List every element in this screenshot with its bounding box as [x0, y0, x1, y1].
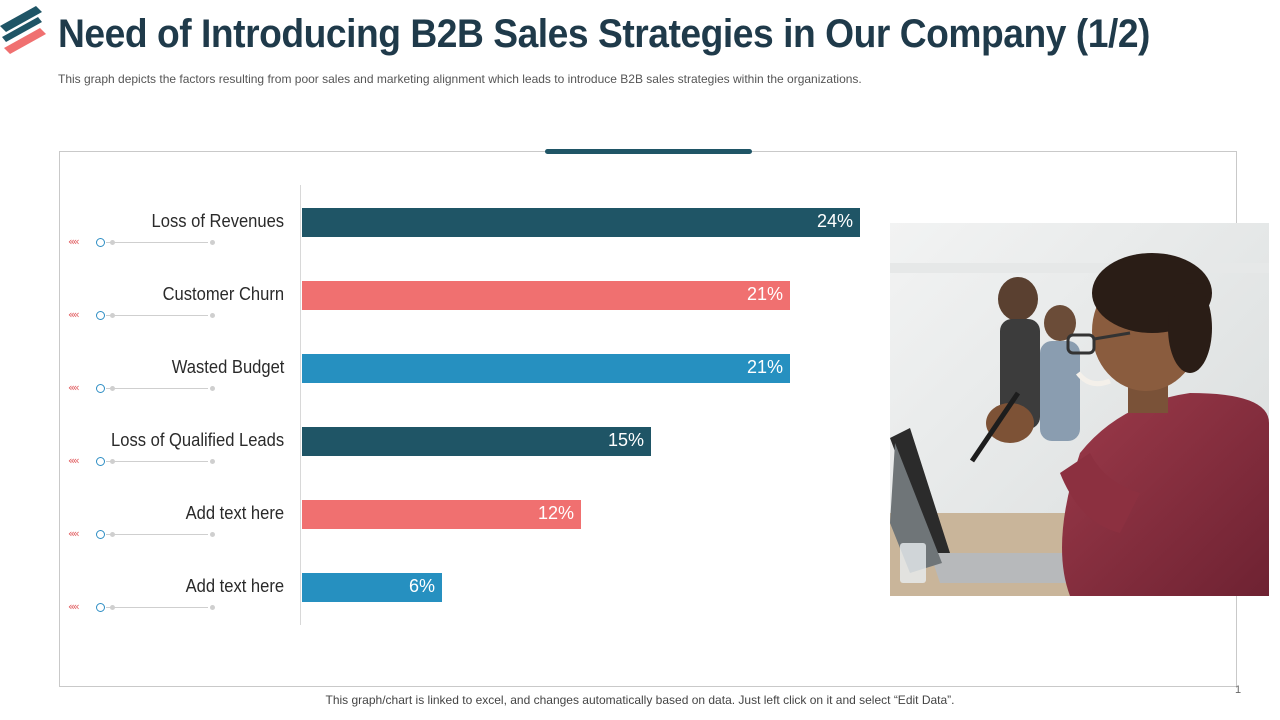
page-title: Need of Introducing B2B Sales Strategies… — [58, 12, 1150, 56]
circle-icon — [96, 530, 105, 539]
dot-icon — [210, 386, 215, 391]
bar-value-label: 24% — [816, 211, 853, 231]
dot-icon — [110, 605, 115, 610]
chevron-left-icon: ‹‹‹‹ — [68, 381, 80, 394]
bar[interactable] — [302, 500, 581, 529]
bar-value-label: 6% — [408, 576, 435, 596]
label-decoration: ‹‹‹‹ — [68, 308, 218, 322]
footer-note: This graph/chart is linked to excel, and… — [325, 693, 955, 707]
category-label: Loss of Qualified Leads — [110, 430, 284, 450]
dot-icon — [210, 532, 215, 537]
circle-icon — [96, 238, 105, 247]
bar[interactable] — [302, 281, 790, 310]
bar[interactable] — [302, 427, 651, 456]
circle-icon — [96, 311, 105, 320]
bar[interactable] — [302, 354, 790, 383]
dot-icon — [110, 313, 115, 318]
label-decoration: ‹‹‹‹ — [68, 235, 218, 249]
dot-icon — [210, 605, 215, 610]
photo-man-with-laptop — [890, 223, 1269, 596]
decorative-line — [106, 388, 208, 389]
bar-value-label: 15% — [607, 430, 644, 450]
circle-icon — [96, 457, 105, 466]
decorative-line — [106, 315, 208, 316]
dot-icon — [210, 313, 215, 318]
dot-icon — [110, 532, 115, 537]
category-label: Add text here — [185, 503, 284, 523]
circle-icon — [96, 603, 105, 612]
decorative-line — [106, 607, 208, 608]
chevron-left-icon: ‹‹‹‹ — [68, 527, 80, 540]
page-subtitle: This graph depicts the factors resulting… — [58, 72, 862, 86]
bar-value-label: 21% — [746, 284, 783, 304]
chart-axis-line — [300, 185, 301, 625]
dot-icon — [110, 240, 115, 245]
decorative-line — [106, 461, 208, 462]
dot-icon — [110, 386, 115, 391]
chevron-left-icon: ‹‹‹‹ — [68, 235, 80, 248]
company-logo — [0, 6, 46, 54]
label-decoration: ‹‹‹‹ — [68, 600, 218, 614]
category-label: Wasted Budget — [171, 357, 284, 377]
label-decoration: ‹‹‹‹ — [68, 381, 218, 395]
panel-accent-bar — [545, 149, 752, 154]
bar-value-label: 21% — [746, 357, 783, 377]
bar[interactable] — [302, 573, 442, 602]
dot-icon — [210, 459, 215, 464]
category-label: Add text here — [185, 576, 284, 596]
label-decoration: ‹‹‹‹ — [68, 527, 218, 541]
decorative-line — [106, 242, 208, 243]
bar-value-label: 12% — [537, 503, 574, 523]
dot-icon — [110, 459, 115, 464]
category-label: Loss of Revenues — [151, 211, 284, 231]
bar[interactable] — [302, 208, 860, 237]
label-decoration: ‹‹‹‹ — [68, 454, 218, 468]
chevron-left-icon: ‹‹‹‹ — [68, 454, 80, 467]
circle-icon — [96, 384, 105, 393]
chevron-left-icon: ‹‹‹‹ — [68, 600, 80, 613]
decorative-line — [106, 534, 208, 535]
page-number: 1 — [1235, 684, 1242, 696]
chevron-left-icon: ‹‹‹‹ — [68, 308, 80, 321]
dot-icon — [210, 240, 215, 245]
category-label: Customer Churn — [162, 284, 284, 304]
